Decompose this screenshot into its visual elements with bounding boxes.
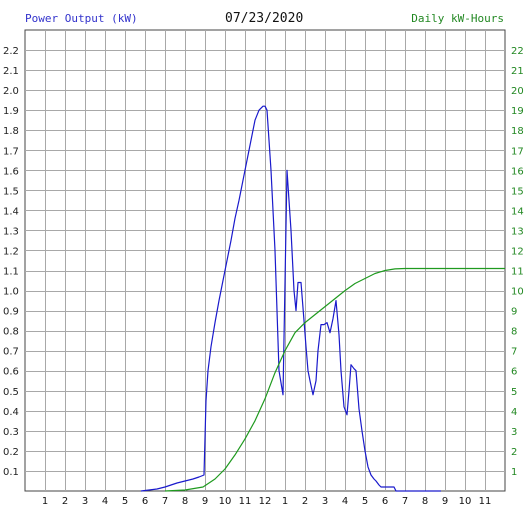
y-tick-label: 2.1: [3, 66, 19, 77]
y-tick-label: 1.9: [3, 106, 19, 117]
axis-labels: 0.1 0.2 0.3 0.4 0.5 0.6 0.7 0.8 0.9 1.0 1.1 1.2 1.3 1…: [3, 46, 524, 507]
y2-tick-label: 5: [511, 387, 517, 398]
y2-tick-label: 12: [511, 246, 524, 257]
y-tick-label: 2.2: [3, 46, 19, 57]
x-tick-label: 11: [239, 496, 252, 507]
y-tick-label: 0.3: [3, 427, 19, 438]
y-tick-label: 1.4: [3, 206, 19, 217]
y-tick-label: 1.2: [3, 246, 19, 257]
series-lines: [140, 105, 505, 492]
x-tick-label: 5: [362, 496, 368, 507]
x-tick-label: 8: [182, 496, 188, 507]
right-axis-title: Daily kW-Hours: [411, 12, 504, 25]
power-output-line: [140, 105, 441, 492]
x-tick-label: 7: [162, 496, 168, 507]
x-tick-label: 9: [442, 496, 448, 507]
y2-tick-label: 3: [511, 427, 517, 438]
y2-tick-label: 6: [511, 367, 517, 378]
y-tick-label: 0.7: [3, 347, 19, 358]
x-tick-label: 3: [322, 496, 328, 507]
y2-tick-label: 14: [511, 206, 524, 217]
y2-tick-label: 2: [511, 447, 517, 458]
y2-tick-label: 1: [511, 467, 517, 478]
y2-tick-label: 7: [511, 347, 517, 358]
x-tick-label: 10: [459, 496, 472, 507]
y2-tick-label: 13: [511, 226, 524, 237]
x-tick-label: 1: [42, 496, 48, 507]
x-tick-label: 1: [282, 496, 288, 507]
y-tick-label: 0.6: [3, 367, 19, 378]
y2-tick-label: 17: [511, 146, 524, 157]
x-tick-label: 12: [259, 496, 272, 507]
y-tick-label: 1.5: [3, 186, 19, 197]
x-tick-label: 6: [142, 496, 148, 507]
x-tick-label: 4: [342, 496, 348, 507]
daily-kwh-line: [164, 267, 505, 492]
y-tick-label: 0.4: [3, 407, 19, 418]
y-tick-label: 0.2: [3, 447, 19, 458]
y2-tick-label: 19: [511, 106, 524, 117]
y2-tick-label: 21: [511, 66, 524, 77]
x-tick-label: 2: [62, 496, 68, 507]
y-tick-label: 1.3: [3, 226, 19, 237]
y-tick-label: 1.1: [3, 267, 19, 278]
y2-tick-label: 9: [511, 307, 517, 318]
y-tick-label: 0.8: [3, 327, 19, 338]
x-tick-label: 9: [202, 496, 208, 507]
y-tick-label: 0.5: [3, 387, 19, 398]
y2-tick-label: 22: [511, 46, 524, 57]
x-tick-label: 11: [479, 496, 492, 507]
y-tick-label: 1.8: [3, 126, 19, 137]
y-tick-label: 1.6: [3, 166, 19, 177]
x-tick-label: 2: [302, 496, 308, 507]
y2-tick-label: 18: [511, 126, 524, 137]
y-tick-label: 2.0: [3, 86, 19, 97]
x-tick-label: 10: [219, 496, 232, 507]
y2-tick-label: 11: [511, 267, 524, 278]
grid-lines: [24, 29, 506, 492]
x-tick-label: 4: [102, 496, 108, 507]
y-tick-label: 1.7: [3, 146, 19, 157]
x-tick-label: 6: [382, 496, 388, 507]
y2-tick-label: 16: [511, 166, 524, 177]
x-tick-label: 5: [122, 496, 128, 507]
y-tick-label: 0.1: [3, 467, 19, 478]
y2-tick-label: 4: [511, 407, 517, 418]
y-tick-label: 1.0: [3, 287, 19, 298]
y2-tick-label: 20: [511, 86, 524, 97]
y-tick-label: 0.9: [3, 307, 19, 318]
left-axis-title: Power Output (kW): [25, 12, 138, 25]
x-tick-label: 8: [422, 496, 428, 507]
y2-tick-label: 8: [511, 327, 517, 338]
y2-tick-label: 10: [511, 287, 524, 298]
y2-tick-label: 15: [511, 186, 524, 197]
x-tick-label: 7: [402, 496, 408, 507]
x-tick-label: 3: [82, 496, 88, 507]
chart-date-title: 07/23/2020: [225, 11, 304, 26]
